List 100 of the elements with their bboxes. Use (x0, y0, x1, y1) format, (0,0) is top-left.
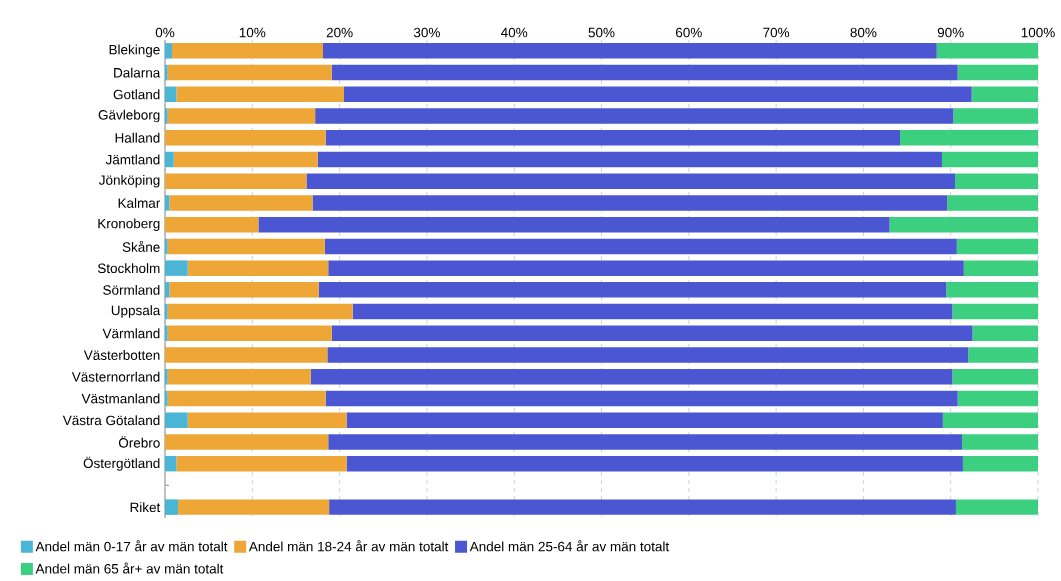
bar (165, 217, 259, 233)
bar (173, 151, 318, 168)
x-tick-label: 50% (588, 27, 615, 38)
bar (178, 499, 330, 515)
legend-label: Andel män 65 år+ av män totalt (35, 562, 224, 574)
bar (167, 108, 316, 124)
y-tick-label: Västra Götaland (62, 415, 160, 426)
y-tick-label: Sörmland (103, 285, 160, 295)
legend-label: Andel män 25-64 år av män totalt (469, 540, 670, 552)
bar (936, 43, 1038, 59)
bar (957, 390, 1038, 407)
bar (169, 195, 313, 211)
bar (165, 390, 168, 407)
bar (328, 260, 964, 276)
bar (165, 86, 177, 103)
bar (327, 347, 969, 363)
y-tick-label: Kalmar (118, 198, 161, 209)
bar (946, 282, 1038, 298)
bar (165, 412, 188, 429)
x-tick-label: 40% (501, 27, 528, 38)
bar (962, 456, 1038, 472)
bar (165, 369, 168, 385)
bar (947, 195, 1038, 211)
x-tick-label: 100% (1021, 27, 1055, 38)
bar (346, 412, 943, 429)
bar (953, 108, 1038, 124)
bar (346, 456, 963, 472)
y-tick-label: Stockholm (97, 263, 160, 274)
bar (942, 412, 1038, 429)
bar (317, 151, 942, 168)
bar (176, 86, 344, 103)
legend-label: Andel män 18-24 år av män totalt (248, 540, 449, 552)
bar (352, 303, 953, 320)
bar (165, 64, 168, 81)
y-tick-label: Värmland (102, 328, 160, 339)
y-tick-label: Dalarna (114, 67, 161, 78)
bar (187, 260, 329, 276)
y-tick-label: Riket (130, 502, 161, 513)
bar (952, 303, 1038, 320)
bar (165, 238, 168, 255)
bar (331, 325, 973, 342)
bar (955, 173, 1038, 190)
bar (325, 130, 901, 146)
bar (171, 43, 324, 59)
legend-label: Andel män 0-17 år av män totalt (35, 540, 228, 552)
bar (889, 217, 1038, 233)
bar (941, 151, 1038, 168)
bar (167, 64, 332, 81)
y-tick-label: Gävleborg (98, 109, 160, 123)
bar (324, 238, 957, 255)
bar (165, 456, 177, 472)
bar (167, 390, 326, 407)
x-tick-label: 0% (155, 27, 175, 38)
bar (343, 86, 972, 103)
bar (165, 108, 168, 124)
x-tick-label: 70% (763, 27, 790, 38)
bar (331, 64, 958, 81)
bar (165, 499, 179, 515)
y-tick-label: Västmanland (81, 393, 160, 404)
x-tick-label: 20% (326, 27, 353, 38)
x-tick-label: 10% (239, 27, 266, 38)
y-tick-label: Halland (115, 132, 160, 143)
bar (329, 499, 956, 515)
bar (187, 412, 347, 429)
bar (258, 217, 890, 233)
y-tick-label: Östergötland (83, 456, 160, 471)
bar (900, 130, 1038, 146)
bar (165, 303, 168, 320)
bar (167, 369, 311, 385)
y-tick-label: Västernorrland (71, 371, 160, 382)
y-tick-label: Örebro (118, 436, 160, 448)
bar (176, 456, 347, 472)
bar (165, 282, 170, 298)
bar (952, 369, 1038, 385)
bar (165, 325, 168, 342)
bar (328, 434, 963, 450)
bar (955, 499, 1038, 515)
bar (169, 282, 319, 298)
y-tick-label: Västerbotten (83, 350, 160, 361)
x-tick-label: 60% (675, 27, 702, 38)
bar (167, 238, 325, 255)
y-tick-label: Jönköping (98, 175, 160, 188)
bar (968, 347, 1038, 363)
bar (971, 86, 1038, 103)
bar (165, 260, 188, 276)
bar (165, 130, 326, 146)
bar (165, 43, 172, 59)
y-tick-label: Uppsala (111, 305, 161, 318)
y-tick-label: Skåne (122, 241, 160, 253)
bar (972, 325, 1038, 342)
bar (165, 195, 170, 211)
bar (956, 238, 1038, 255)
bar (318, 282, 947, 298)
bar (962, 434, 1038, 450)
bar (167, 303, 353, 320)
bar (312, 195, 948, 211)
x-tick-label: 80% (850, 27, 877, 38)
bar (325, 390, 958, 407)
bar (165, 434, 329, 450)
bar (167, 325, 332, 342)
